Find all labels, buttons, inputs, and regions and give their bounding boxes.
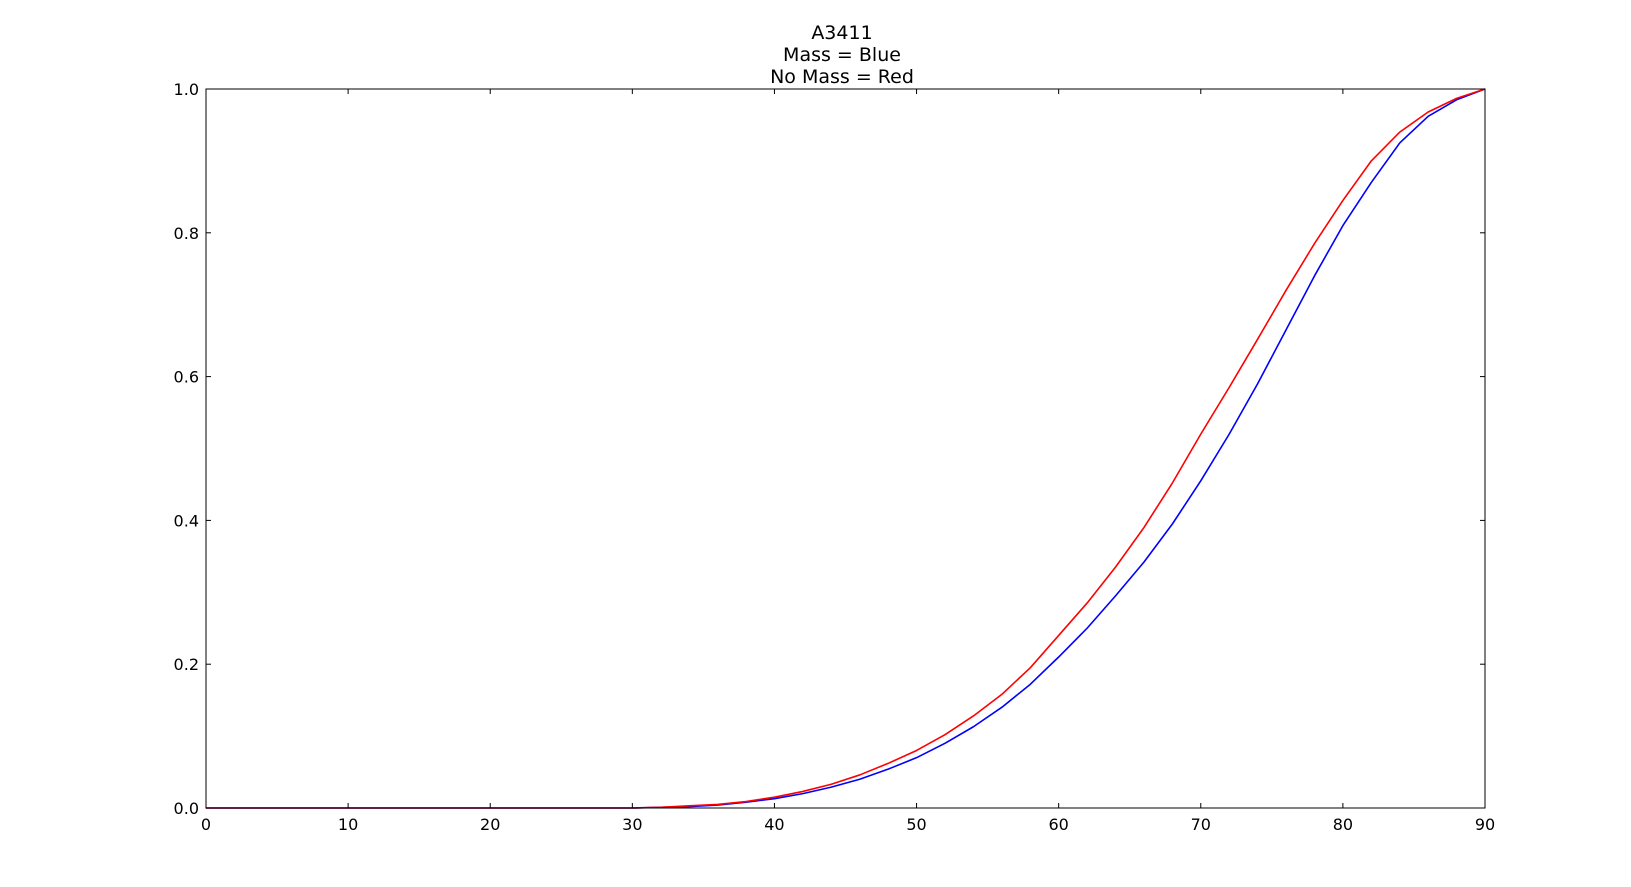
x-tick-label: 90 [1475,815,1495,834]
x-tick-label: 40 [764,815,784,834]
x-axis-tick-labels: 0 10 20 30 40 50 60 70 80 90 [201,815,1495,834]
y-tick-label: 1.0 [174,80,199,99]
x-tick-label: 60 [1048,815,1068,834]
x-tick-label: 20 [480,815,500,834]
x-tick-label: 10 [338,815,358,834]
title-line-1: A3411 [811,22,872,44]
y-tick-label: 0.8 [174,224,199,243]
x-tick-label: 80 [1333,815,1353,834]
y-tick-label: 0.6 [174,368,199,387]
chart-title: A3411 Mass = Blue No Mass = Red [770,22,914,88]
series-line-1 [206,88,1486,809]
x-tick-label: 50 [906,815,926,834]
x-tick-label: 70 [1191,815,1211,834]
plot-area-frame [205,88,1486,809]
title-line-2: Mass = Blue [783,44,901,66]
series-layer [206,88,1486,809]
x-tick-label: 30 [622,815,642,834]
y-tick-label: 0.2 [174,655,199,674]
x-tick-label: 0 [201,815,211,834]
y-tick-label: 0.4 [174,511,199,530]
series-line-0 [206,88,1486,809]
y-axis-tick-labels: 0.0 0.2 0.4 0.6 0.8 1.0 [174,80,199,818]
y-tick-label: 0.0 [174,799,199,818]
title-line-3: No Mass = Red [770,66,914,88]
axis-ticks [205,88,1486,809]
